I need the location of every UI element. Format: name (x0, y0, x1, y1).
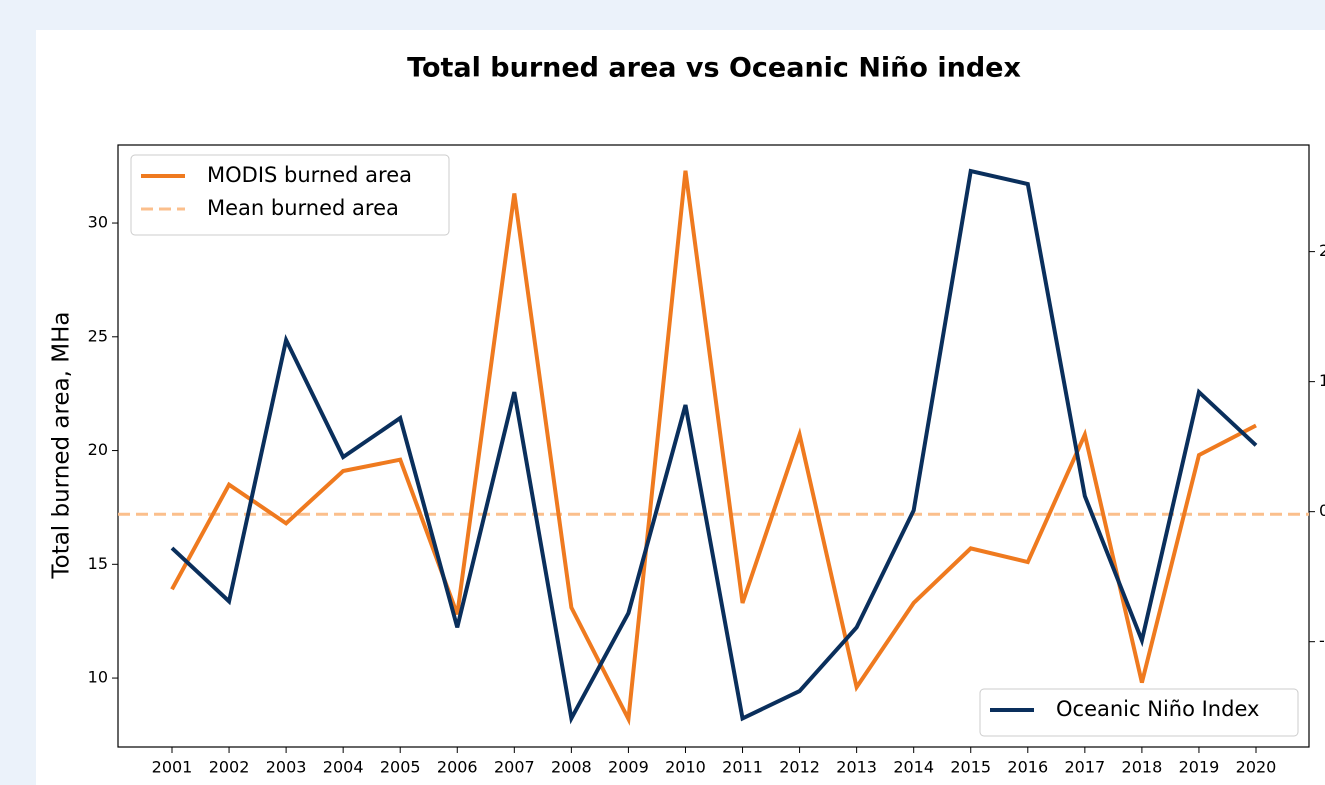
x-tick-label: 2012 (779, 758, 820, 777)
y2-tick-label: 0 (1319, 501, 1325, 520)
x-tick-label: 2018 (1122, 758, 1163, 777)
y-tick-label: 20 (88, 440, 108, 459)
x-tick-label: 2005 (380, 758, 421, 777)
x-tick-label: 2011 (722, 758, 763, 777)
y2-tick-label: 1 (1319, 371, 1325, 390)
legend-label: MODIS burned area (207, 163, 412, 187)
x-tick-label: 2009 (608, 758, 649, 777)
y2-tick-label: -1 (1319, 631, 1325, 650)
series-line (170, 168, 1258, 725)
x-tick-label: 2010 (665, 758, 706, 777)
x-tick-label: 2016 (1007, 758, 1048, 777)
x-tick-label: 2019 (1179, 758, 1220, 777)
y-tick-label: 25 (88, 326, 108, 345)
x-tick-label: 2007 (494, 758, 535, 777)
x-tick-label: 2020 (1236, 758, 1277, 777)
x-tick-label: 2013 (836, 758, 877, 777)
x-tick-label: 2015 (950, 758, 991, 777)
y-tick-label: 30 (88, 213, 108, 232)
x-tick-label: 2001 (152, 758, 193, 777)
x-tick-label: 2006 (437, 758, 478, 777)
y-axis-label: Total burned area, MHa (49, 311, 75, 579)
series-line (170, 170, 1257, 726)
legend-box (979, 688, 1299, 737)
x-tick-label: 2008 (551, 758, 592, 777)
legend-label: Mean burned area (207, 196, 399, 220)
y-tick-label: 15 (88, 554, 108, 573)
x-tick-label: 2017 (1064, 758, 1105, 777)
legend-label: Oceanic Niño Index (1056, 697, 1259, 721)
plot-frame (117, 144, 1310, 748)
x-tick-label: 2002 (209, 758, 250, 777)
x-tick-label: 2004 (323, 758, 364, 777)
chart-title: Total burned area vs Oceanic Niño index (407, 53, 1021, 84)
legend-box (130, 154, 450, 236)
y2-tick-label: 2 (1319, 241, 1325, 260)
x-tick-label: 2014 (893, 758, 934, 777)
x-tick-label: 2003 (266, 758, 307, 777)
y-tick-label: 10 (88, 668, 108, 687)
